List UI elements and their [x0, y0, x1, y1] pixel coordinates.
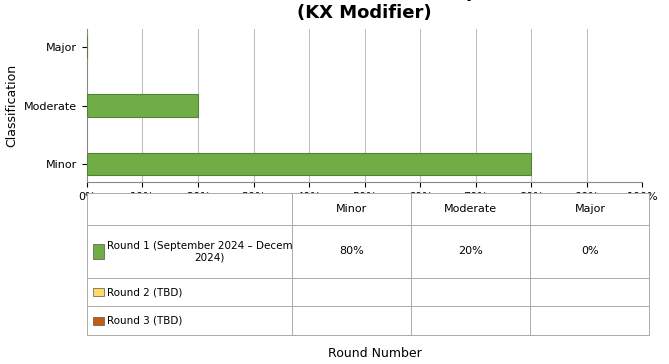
Text: Minor: Minor — [336, 204, 367, 214]
Title: Rehabilitation Services Outpatient
(KX Modifier): Rehabilitation Services Outpatient (KX M… — [189, 0, 540, 22]
Bar — [87, 153, 531, 175]
Text: Round Number: Round Number — [328, 347, 421, 360]
Text: 0%: 0% — [581, 246, 599, 257]
Text: Round 2 (TBD): Round 2 (TBD) — [108, 287, 183, 297]
Bar — [93, 244, 104, 259]
Text: Major: Major — [575, 204, 605, 214]
Bar — [93, 288, 104, 296]
Text: 20%: 20% — [458, 246, 483, 257]
Bar — [93, 317, 104, 325]
Text: 80%: 80% — [339, 246, 364, 257]
Y-axis label: Classification: Classification — [5, 64, 19, 147]
Bar — [87, 95, 198, 116]
Text: Round 1 (September 2024 – December
2024): Round 1 (September 2024 – December 2024) — [108, 241, 310, 262]
Text: Round 3 (TBD): Round 3 (TBD) — [108, 316, 183, 326]
Text: Moderate: Moderate — [444, 204, 497, 214]
